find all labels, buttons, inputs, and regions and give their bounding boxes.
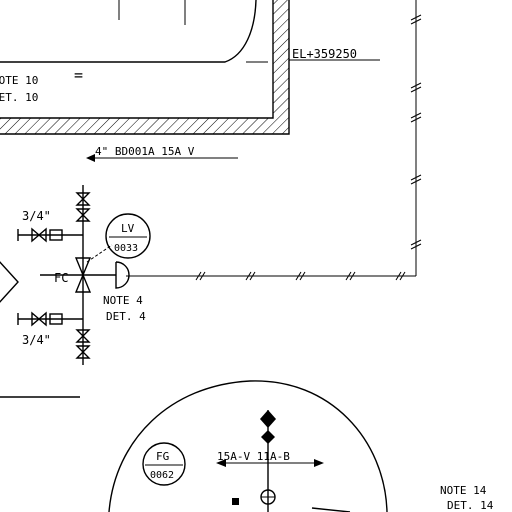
lower-tank-outline <box>108 380 388 512</box>
fc-label: FC <box>54 271 68 285</box>
note10-det: DET. 10 <box>0 91 38 104</box>
lower-small-block <box>232 498 239 505</box>
lv-bubble <box>105 213 151 259</box>
top-isolation-valve <box>75 192 91 222</box>
lv-instrument: LV 0033 <box>86 213 151 263</box>
tank-wall-outline <box>0 0 290 135</box>
lower-spec-arrow-right <box>314 459 324 467</box>
signal-ticks-horizontal <box>195 271 406 281</box>
vessel <box>0 0 268 63</box>
fg-instrument: FG 0062 <box>142 442 186 486</box>
lower-spec-arrow-left <box>216 459 226 467</box>
fg-bubble <box>142 442 186 486</box>
lower-vent-valve <box>31 311 47 327</box>
lower-vent: 3/4" <box>17 311 83 347</box>
bottom-isolation-valve <box>75 329 91 359</box>
tank-wall <box>0 0 290 135</box>
lower-vent-cap <box>49 313 63 325</box>
lower-right-lead <box>311 507 351 512</box>
equals-sign: = <box>74 66 83 84</box>
fg-number: 0062 <box>150 470 174 481</box>
lower-fitting <box>261 430 275 444</box>
left-diamond <box>0 261 19 303</box>
elevation-label: EL+359250 <box>292 47 357 61</box>
control-valve-body <box>74 257 92 293</box>
upper-vent: 3/4" <box>17 209 83 243</box>
tank-wall-hatch <box>0 0 289 134</box>
upper-vent-valve <box>31 227 47 243</box>
fg-tag: FG <box>156 450 169 463</box>
elevation-marker: EL+359250 <box>289 47 380 61</box>
lv-tag: LV <box>121 222 135 235</box>
lower-valve-diamond <box>260 410 276 428</box>
vessel-outline <box>0 0 257 63</box>
lv-signal-dash <box>86 244 113 263</box>
valve-actuator <box>83 261 130 289</box>
lower-size-label: 3/4" <box>22 333 51 347</box>
note10-label: NOTE 10 <box>0 74 38 87</box>
lower-spec-label: 15A-V 11A-B <box>217 450 290 463</box>
note14-label: NOTE 14 <box>440 484 487 497</box>
lv-number: 0033 <box>114 243 138 254</box>
line-spec-flow: 4" BD001A 15A V <box>86 145 238 162</box>
note14-det: DET. 14 <box>447 499 494 512</box>
upper-vent-cap <box>49 229 63 241</box>
signal-line <box>126 0 422 281</box>
note4-det: DET. 4 <box>106 310 146 323</box>
upper-size-label: 3/4" <box>22 209 51 223</box>
control-valve-assembly <box>0 185 130 365</box>
signal-ticks-vertical <box>410 14 422 250</box>
line-spec-label: 4" BD001A 15A V <box>95 145 195 158</box>
note4-label: NOTE 4 <box>103 294 143 307</box>
lower-spec: 15A-V 11A-B <box>216 410 351 512</box>
flow-arrowhead <box>86 154 95 162</box>
